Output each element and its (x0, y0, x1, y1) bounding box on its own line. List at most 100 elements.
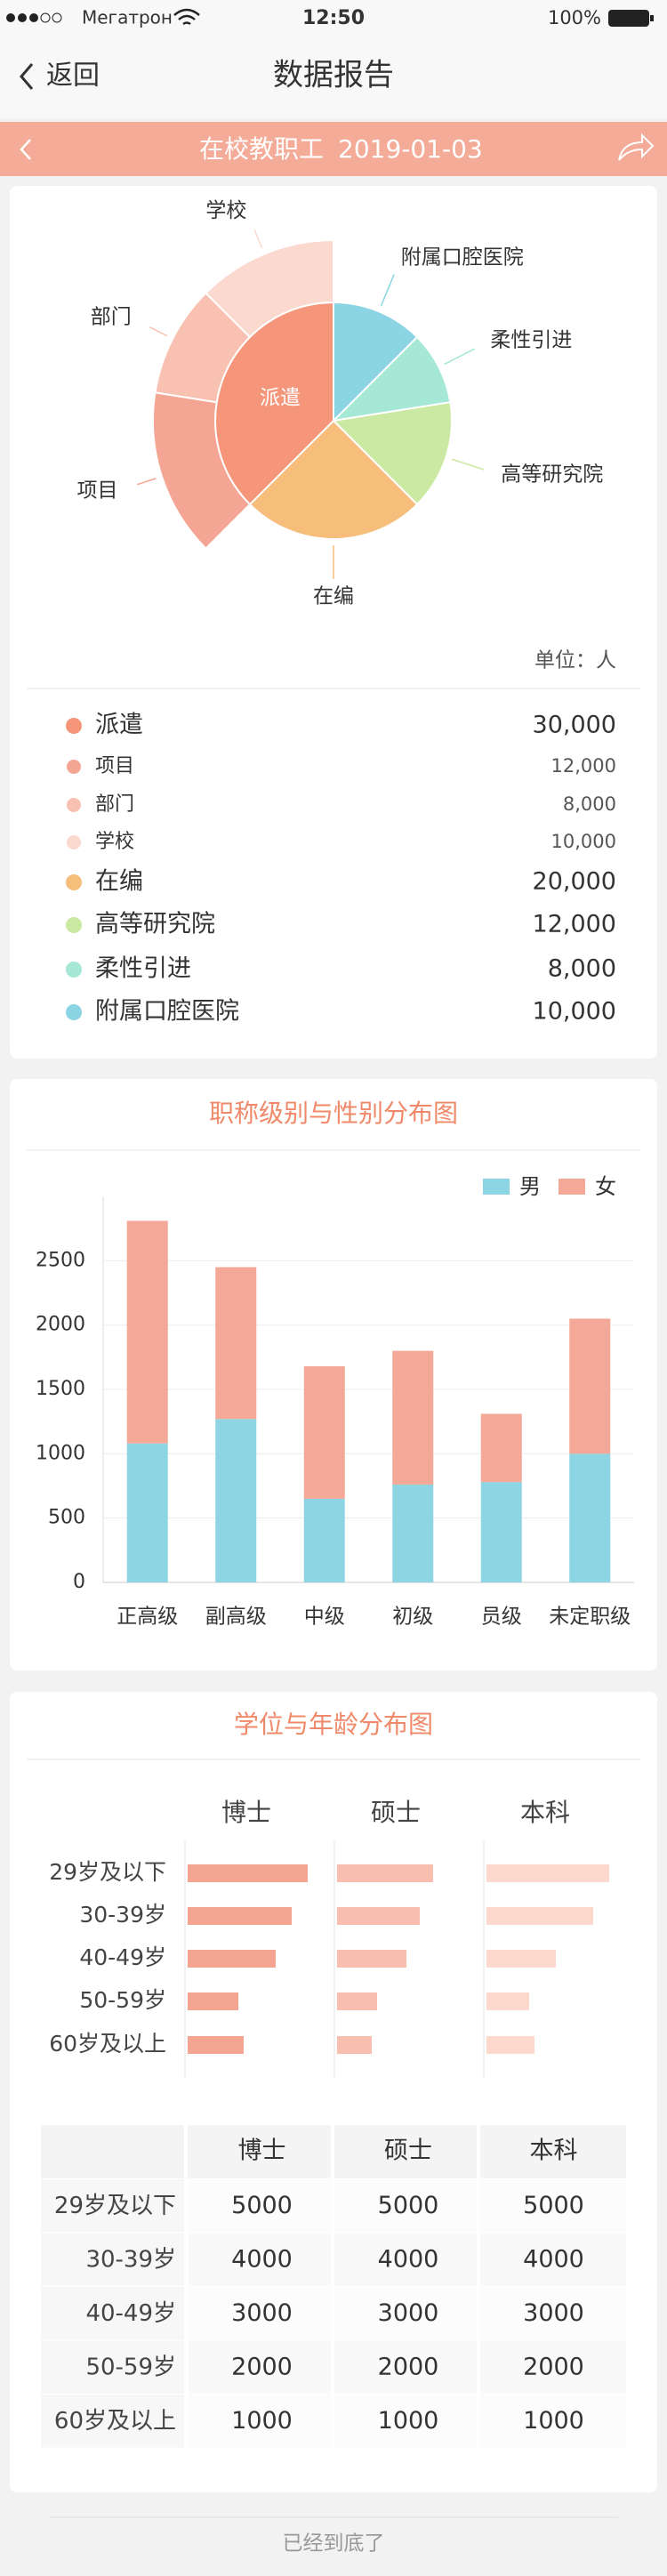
bar (486, 1950, 556, 1968)
bar (188, 1907, 292, 1925)
leader-line (149, 326, 168, 337)
row-label: 30-39岁 (79, 1902, 166, 1928)
share-icon[interactable] (618, 133, 655, 161)
x-tick-label: 正高级 (117, 1606, 178, 1629)
bar-segment (215, 1419, 257, 1582)
slice-label: 高等研究院 (501, 463, 603, 487)
chart-title: 职称级别与性别分布图 (209, 1099, 458, 1128)
bar-segment (126, 1443, 168, 1582)
table-cell: 4000 (378, 2245, 439, 2273)
table-cell: 5000 (378, 2192, 439, 2219)
slice-label: 在编 (313, 585, 354, 608)
bar (337, 1992, 377, 2010)
legend-value: 10,000 (551, 831, 616, 852)
table-cell: 1000 (523, 2407, 584, 2435)
banner-date: 2019-01-03 (338, 134, 483, 164)
legend-name: 柔性引进 (95, 955, 191, 983)
leader-line (137, 478, 157, 486)
bar-segment (392, 1350, 434, 1485)
bar-segment (215, 1267, 257, 1420)
pie-slice (331, 335, 452, 423)
wifi-icon (173, 8, 200, 26)
footer: 已经到底了 (283, 2532, 385, 2556)
slice-label: 附属口腔医院 (401, 246, 524, 270)
bar (337, 1864, 433, 1882)
slice-label: 派遣 (260, 387, 301, 410)
pie-slice (333, 301, 419, 423)
row-label-bg (41, 2233, 184, 2286)
battery-tip (650, 15, 654, 21)
legend-name: 附属口腔医院 (95, 998, 239, 1026)
legend-value: 8,000 (548, 955, 616, 983)
back-icon[interactable] (20, 63, 34, 90)
leader-line (253, 229, 263, 249)
table-row-label: 60岁及以上 (54, 2408, 176, 2435)
clock: 12:50 (302, 7, 365, 29)
banner-title: 在校教职工 (199, 134, 324, 164)
y-tick-label: 2000 (36, 1314, 85, 1336)
bar-segment (126, 1220, 168, 1444)
row-bg (189, 2395, 626, 2448)
bar (188, 1992, 238, 2010)
unit-label: 单位：人 (534, 649, 616, 672)
bar (486, 1992, 529, 2010)
row-label: 29岁及以下 (49, 1859, 166, 1885)
back-button[interactable]: 返回 (46, 60, 100, 92)
legend-name: 高等研究院 (95, 911, 215, 938)
prev-icon[interactable] (20, 139, 31, 160)
legend-value: 10,000 (533, 998, 616, 1026)
leader-line (451, 458, 485, 471)
slice-label: 学校 (205, 199, 246, 222)
slice-label: 项目 (76, 479, 117, 502)
bar-segment (569, 1318, 611, 1454)
bar (337, 1907, 420, 1925)
table-header: 博士 (238, 2137, 286, 2165)
table-cell: 3000 (231, 2299, 293, 2327)
row-label-bg (41, 2395, 184, 2448)
top-bar-bg (0, 0, 667, 118)
chart-title: 学位与年龄分布图 (234, 1710, 433, 1739)
table-cell: 1000 (231, 2407, 293, 2435)
x-tick-label: 员级 (481, 1606, 522, 1629)
column-header: 博士 (221, 1798, 271, 1827)
carrier: Мегатрон (82, 7, 173, 28)
pie-slice (248, 419, 419, 540)
leader-line (444, 348, 475, 366)
legend-name: 派遣 (95, 712, 143, 739)
legend-value: 12,000 (551, 755, 616, 777)
table-cell: 5000 (523, 2192, 584, 2219)
row-label-bg (41, 2287, 184, 2340)
table-cell: 1000 (378, 2407, 439, 2435)
legend-dot (67, 835, 81, 849)
legend-value: 8,000 (563, 793, 616, 815)
y-tick-label: 0 (73, 1571, 85, 1593)
legend-value: 20,000 (533, 868, 616, 896)
nav-title: 数据报告 (273, 58, 394, 93)
table-cell: 5000 (231, 2192, 293, 2219)
table-row-label: 50-59岁 (85, 2354, 176, 2380)
bar-segment (303, 1498, 345, 1582)
legend-dot (66, 718, 82, 734)
row-bg (189, 2233, 626, 2286)
x-tick-label: 初级 (392, 1606, 433, 1629)
bar-segment (480, 1482, 522, 1582)
bar-segment (392, 1485, 434, 1582)
table-cell: 3000 (523, 2299, 584, 2327)
row-label: 60岁及以上 (49, 2031, 166, 2057)
row-label-bg (41, 2340, 184, 2394)
bar-segment (303, 1365, 345, 1499)
table-row-label: 40-49岁 (85, 2300, 176, 2327)
legend-label: 女 (595, 1174, 616, 1199)
signal (6, 12, 62, 23)
legend-name: 在编 (95, 868, 143, 896)
battery-level: 100% (548, 7, 601, 28)
legend-swatch (483, 1179, 510, 1195)
table-row-label: 30-39岁 (85, 2246, 176, 2273)
legend-dot (67, 760, 81, 774)
y-tick-label: 2500 (36, 1249, 85, 1271)
legend-value: 30,000 (533, 712, 616, 739)
bar (188, 1864, 308, 1882)
bar (188, 2036, 244, 2054)
table-header: 本科 (530, 2137, 578, 2165)
